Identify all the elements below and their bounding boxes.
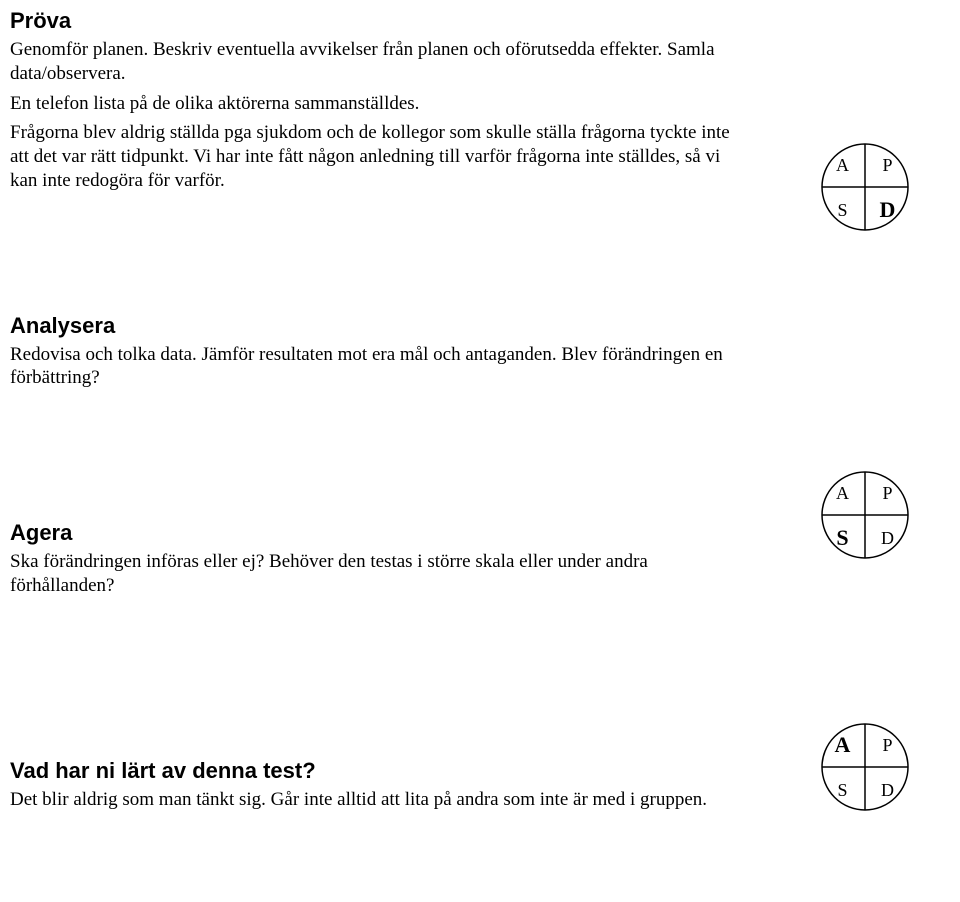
quadrant-d: D	[865, 515, 910, 560]
body-prova-1: Genomför planen. Beskriv eventuella avvi…	[10, 38, 730, 86]
heading-prova: Pröva	[10, 8, 940, 34]
pdsa-circle-act: A P S D	[820, 722, 910, 812]
heading-analysera: Analysera	[10, 313, 940, 339]
body-agera-1: Ska förändringen införas eller ej? Behöv…	[10, 550, 730, 598]
quadrant-p: P	[865, 722, 910, 767]
quadrant-a: A	[820, 470, 865, 515]
quadrant-s: S	[820, 187, 865, 232]
body-prova-2: En telefon lista på de olika aktörerna s…	[10, 92, 730, 116]
quadrant-a: A	[820, 142, 865, 187]
page: Pröva Genomför planen. Beskriv eventuell…	[0, 0, 960, 902]
pdsa-circle-study: A P S D	[820, 470, 910, 560]
quadrant-s: S	[820, 515, 865, 560]
pdsa-circle-do: A P S D	[820, 142, 910, 232]
body-lart-1: Det blir aldrig som man tänkt sig. Går i…	[10, 788, 730, 812]
body-analysera-1: Redovisa och tolka data. Jämför resultat…	[10, 343, 730, 391]
section-agera: Agera Ska förändringen införas eller ej?…	[10, 520, 940, 598]
heading-agera: Agera	[10, 520, 940, 546]
quadrant-d: D	[865, 187, 910, 232]
quadrant-d: D	[865, 767, 910, 812]
quadrant-p: P	[865, 142, 910, 187]
quadrant-s: S	[820, 767, 865, 812]
heading-lart: Vad har ni lärt av denna test?	[10, 758, 940, 784]
section-lart: Vad har ni lärt av denna test? Det blir …	[10, 758, 940, 812]
quadrant-p: P	[865, 470, 910, 515]
section-prova: Pröva Genomför planen. Beskriv eventuell…	[10, 8, 940, 193]
section-analysera: Analysera Redovisa och tolka data. Jämfö…	[10, 313, 940, 391]
quadrant-a: A	[820, 722, 865, 767]
body-prova-3: Frågorna blev aldrig ställda pga sjukdom…	[10, 121, 730, 192]
